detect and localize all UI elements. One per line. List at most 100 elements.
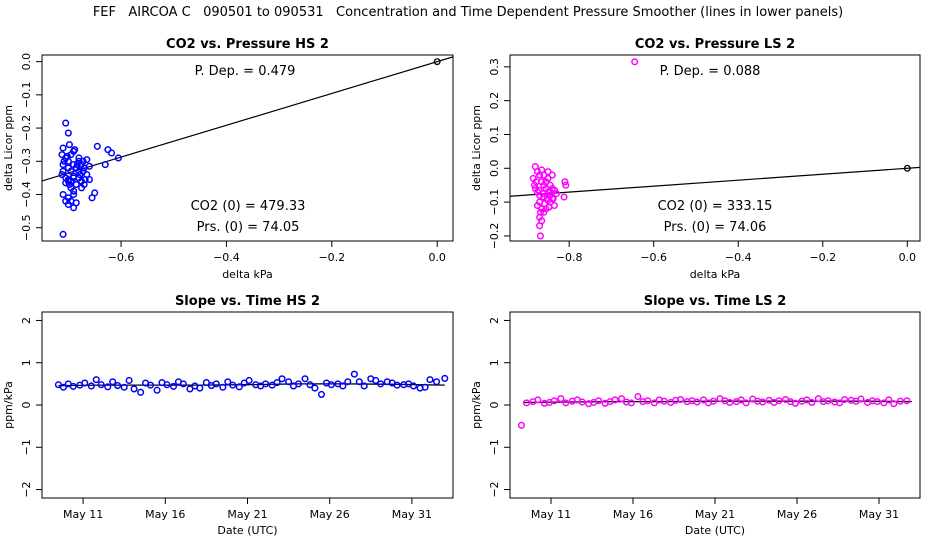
x-axis-label: Date (UTC) [217, 524, 277, 537]
data-point [114, 154, 122, 162]
data-point [530, 181, 539, 189]
data-point [71, 146, 79, 154]
y-tick-label: 0 [488, 402, 501, 409]
data-point [169, 382, 178, 390]
data-point [75, 167, 83, 175]
data-point [808, 398, 816, 407]
x-tick-label: −0.2 [809, 251, 836, 264]
data-point [534, 396, 542, 404]
data-point [759, 398, 767, 406]
panel-co2-pressure-hs: CO2 vs. Pressure HS 2 −0.6 −0.4 −0.2 0.0 0.0 −… [2, 37, 454, 281]
data-point [83, 156, 91, 164]
data-point [294, 380, 303, 388]
data-point [611, 396, 619, 404]
data-point [548, 185, 556, 193]
data-point [59, 190, 67, 199]
data-point [120, 383, 128, 391]
y-tick-label: −1 [488, 439, 501, 455]
data-point [245, 376, 253, 385]
data-point [64, 129, 72, 137]
plot-frame [509, 54, 921, 242]
data-point [97, 381, 105, 389]
data-point [595, 397, 603, 405]
data-point [59, 161, 67, 169]
y-tick-label: −0.5 [20, 214, 33, 241]
data-point [344, 378, 352, 386]
data-point [903, 397, 911, 405]
data-point [229, 381, 237, 389]
x-tick-label: May 26 [310, 508, 350, 521]
data-point [549, 195, 557, 203]
annotation-prs-0: Prs. (0) = 74.06 [664, 220, 767, 235]
data-point [87, 382, 95, 390]
x-tick-label: −0.4 [213, 251, 240, 264]
data-point [60, 157, 68, 165]
data-point [548, 171, 556, 179]
data-point [377, 380, 385, 388]
data-point [77, 184, 86, 192]
data-point [109, 378, 117, 386]
y-tick-label: −2 [488, 481, 501, 497]
x-tick-label: −0.6 [108, 251, 135, 264]
x-tick-label: −0.4 [725, 251, 752, 264]
data-point [533, 201, 542, 210]
data-point [85, 162, 93, 170]
data-point [538, 166, 546, 174]
y-axis-label: ppm/kPa [2, 381, 15, 429]
data-point [273, 379, 281, 387]
data-point [631, 58, 639, 66]
x-tick-label: May 31 [392, 508, 432, 521]
data-point [421, 383, 429, 391]
data-point [212, 380, 220, 388]
data-point [59, 144, 67, 152]
data-point [360, 382, 368, 390]
data-point [81, 379, 89, 387]
data-point [517, 421, 526, 429]
fit-line [510, 166, 920, 197]
y-tick-label: −0.4 [20, 181, 33, 208]
data-point [634, 392, 642, 401]
data-point [627, 399, 635, 407]
x-tick-label: 0.0 [428, 251, 446, 264]
data-point [693, 398, 701, 406]
data-point [522, 399, 530, 407]
data-point [91, 189, 99, 197]
data-point [75, 154, 83, 162]
data-point [70, 187, 78, 195]
x-tick-label: May 16 [613, 508, 653, 521]
annotation-co2-0: CO2 (0) = 333.15 [658, 199, 773, 214]
x-tick-label: 0.0 [899, 251, 917, 264]
y-tick-label: 2 [20, 317, 33, 324]
data-point [660, 397, 668, 405]
reference-point [903, 164, 911, 172]
data-point [742, 399, 750, 407]
y-tick-label: 0 [20, 402, 33, 409]
y-tick-label: 1 [20, 359, 33, 366]
data-point [372, 376, 380, 385]
x-tick-label: May 21 [227, 508, 267, 521]
data-point [350, 370, 358, 378]
y-tick-label: −2 [20, 481, 33, 497]
data-point [544, 174, 552, 182]
data-point [550, 397, 558, 405]
data-point [644, 397, 652, 405]
x-axis-label: delta kPa [222, 268, 273, 281]
data-point [59, 167, 67, 175]
data-point [557, 395, 565, 403]
data-point [562, 181, 570, 189]
data-point [125, 376, 133, 385]
data-point [578, 398, 586, 406]
x-tick-label: −0.6 [640, 251, 667, 264]
y-tick-label: 0.0 [20, 53, 33, 70]
x-tick-label: −0.2 [318, 251, 345, 264]
smoother-line [58, 383, 445, 387]
data-point [327, 381, 335, 389]
data-point [79, 157, 87, 165]
data-point [219, 383, 227, 391]
x-axis-label: Date (UTC) [685, 524, 745, 537]
y-axis-label: ppm/kPa [470, 381, 483, 429]
data-point [426, 376, 434, 384]
data-point [224, 378, 232, 386]
data-point [536, 208, 544, 216]
y-tick-label: −0.2 [20, 115, 33, 142]
